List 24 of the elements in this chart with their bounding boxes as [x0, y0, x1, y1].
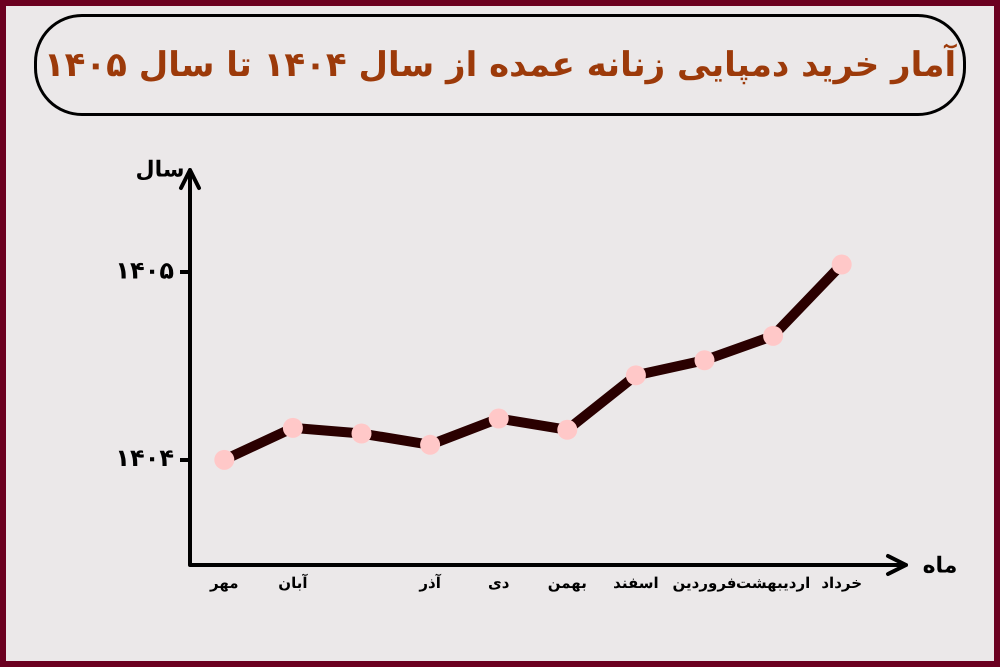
point — [557, 420, 578, 440]
point — [282, 418, 303, 438]
y-tick-label: ۱۴۰۴ — [115, 444, 174, 472]
point — [420, 434, 440, 455]
point — [626, 365, 646, 386]
y-axis-title: سال — [136, 158, 184, 183]
y-tick-label: ۱۴۰۵ — [115, 256, 174, 284]
x-tick-label: بهمن — [548, 574, 587, 592]
x-tick-label: اردیبهشت — [736, 574, 810, 592]
x-tick-label: دی — [488, 574, 510, 592]
point — [352, 424, 372, 444]
point — [832, 254, 852, 275]
point — [763, 326, 784, 346]
x-tick-label: مهر — [209, 574, 239, 592]
point — [488, 408, 509, 429]
x-axis-title: ماه — [922, 554, 958, 579]
point — [214, 450, 234, 470]
chart-title: آمار خرید دمپایی زنانه عمده از سال ۱۴۰۴ تا سال ۱۴۰۵ — [34, 14, 966, 116]
point — [694, 350, 714, 370]
x-tick-label: آذر — [418, 572, 442, 592]
x-tick-label: آبان — [278, 572, 308, 592]
x-tick-label: اسفند — [613, 574, 659, 592]
x-tick-label: خرداد — [821, 574, 862, 592]
x-tick-label: فروردین — [672, 574, 736, 592]
